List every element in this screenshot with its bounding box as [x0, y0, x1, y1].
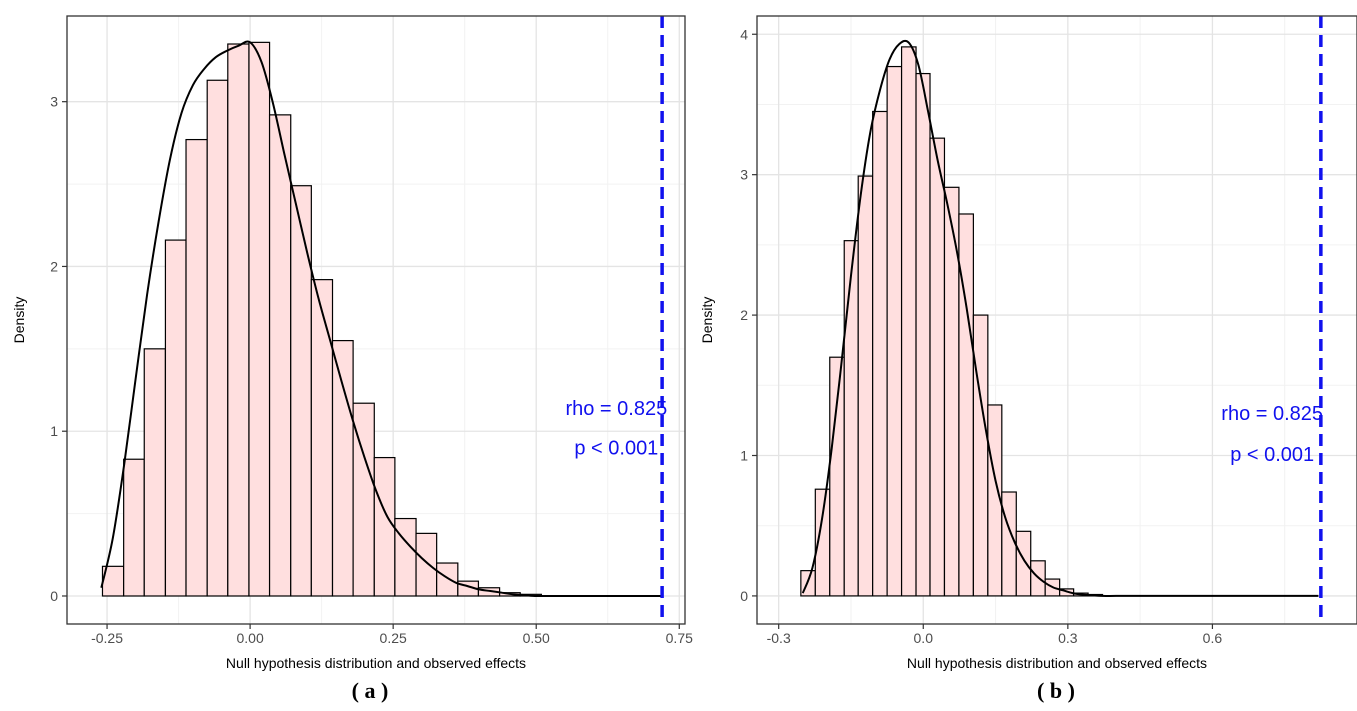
annotation-label: rho = 0.825 — [1221, 403, 1323, 425]
histogram-bar — [829, 356, 845, 597]
y-tick-label: 3 — [50, 94, 58, 110]
y-tick-label: 1 — [740, 448, 748, 464]
panel-label: ( a ) — [352, 678, 389, 703]
histogram-bar — [227, 43, 250, 597]
histogram-bar — [900, 46, 917, 597]
plot-area — [100, 16, 664, 624]
histogram-bar — [164, 239, 187, 597]
x-tick-label: 0.0 — [914, 630, 934, 646]
y-tick-label: 0 — [50, 588, 58, 604]
histogram-bar — [206, 79, 229, 597]
x-tick-label: 0.6 — [1203, 630, 1223, 646]
histogram-bar — [394, 517, 417, 597]
histogram-bar — [268, 114, 292, 597]
histogram-bar — [143, 348, 167, 597]
y-axis-title: Density — [699, 297, 715, 344]
density-curve — [100, 40, 663, 598]
y-tick-label: 2 — [50, 258, 58, 274]
x-tick-label: -0.25 — [91, 630, 123, 646]
histogram-bar — [310, 279, 334, 597]
histogram-bar — [886, 65, 903, 597]
histogram-bar — [915, 72, 931, 597]
histogram-bar — [929, 137, 946, 597]
plot-area — [800, 16, 1323, 624]
y-tick-label: 3 — [740, 167, 748, 183]
x-tick-label: 0.25 — [380, 630, 407, 646]
histogram-bar — [331, 339, 354, 597]
histogram-bar — [185, 138, 208, 597]
histogram-bar — [436, 562, 459, 597]
histogram-bar — [843, 240, 859, 597]
histogram-bar — [290, 185, 312, 597]
x-axis-title: Null hypothesis distribution and observe… — [907, 655, 1207, 671]
histogram-bar — [1001, 491, 1017, 597]
x-axis-title: Null hypothesis distribution and observe… — [226, 655, 526, 671]
chart-panel-a: rho = 0.825 p < 0.001 -0.25 0.00 0.25 0.50 0.7… — [11, 15, 693, 703]
x-tick-label: 0.3 — [1058, 630, 1078, 646]
y-tick-label: 0 — [740, 588, 748, 604]
annotation-label: p < 0.001 — [1230, 444, 1314, 466]
y-tick-label: 4 — [740, 26, 748, 42]
histogram-bar — [248, 41, 271, 597]
y-tick-label: 2 — [740, 307, 748, 323]
histogram-bar — [123, 458, 145, 597]
chart-panel-b: rho = 0.825 p < 0.001 -0.3 0.0 0.3 0.6 0 1 2 3 4 Nu… — [699, 15, 1357, 703]
y-tick-label: 1 — [50, 423, 58, 439]
panel-border — [66, 15, 686, 625]
x-tick-label: 0.00 — [236, 630, 263, 646]
histogram-bar — [857, 175, 874, 597]
histogram-bar — [415, 532, 438, 597]
y-axis-title: Density — [11, 297, 27, 344]
histogram-bar — [972, 314, 989, 597]
panel-label: ( b ) — [1037, 678, 1075, 703]
histogram-bar — [872, 110, 888, 597]
annotation-label: rho = 0.825 — [565, 398, 667, 420]
histogram-bar — [373, 456, 396, 597]
x-tick-label: 0.50 — [523, 630, 550, 646]
x-tick-label: -0.3 — [767, 630, 791, 646]
x-tick-label: 0.75 — [666, 630, 693, 646]
histogram-bar — [1015, 530, 1032, 597]
density-curve — [801, 39, 1319, 597]
annotation-label: p < 0.001 — [574, 438, 658, 460]
panel-border — [756, 15, 1357, 625]
